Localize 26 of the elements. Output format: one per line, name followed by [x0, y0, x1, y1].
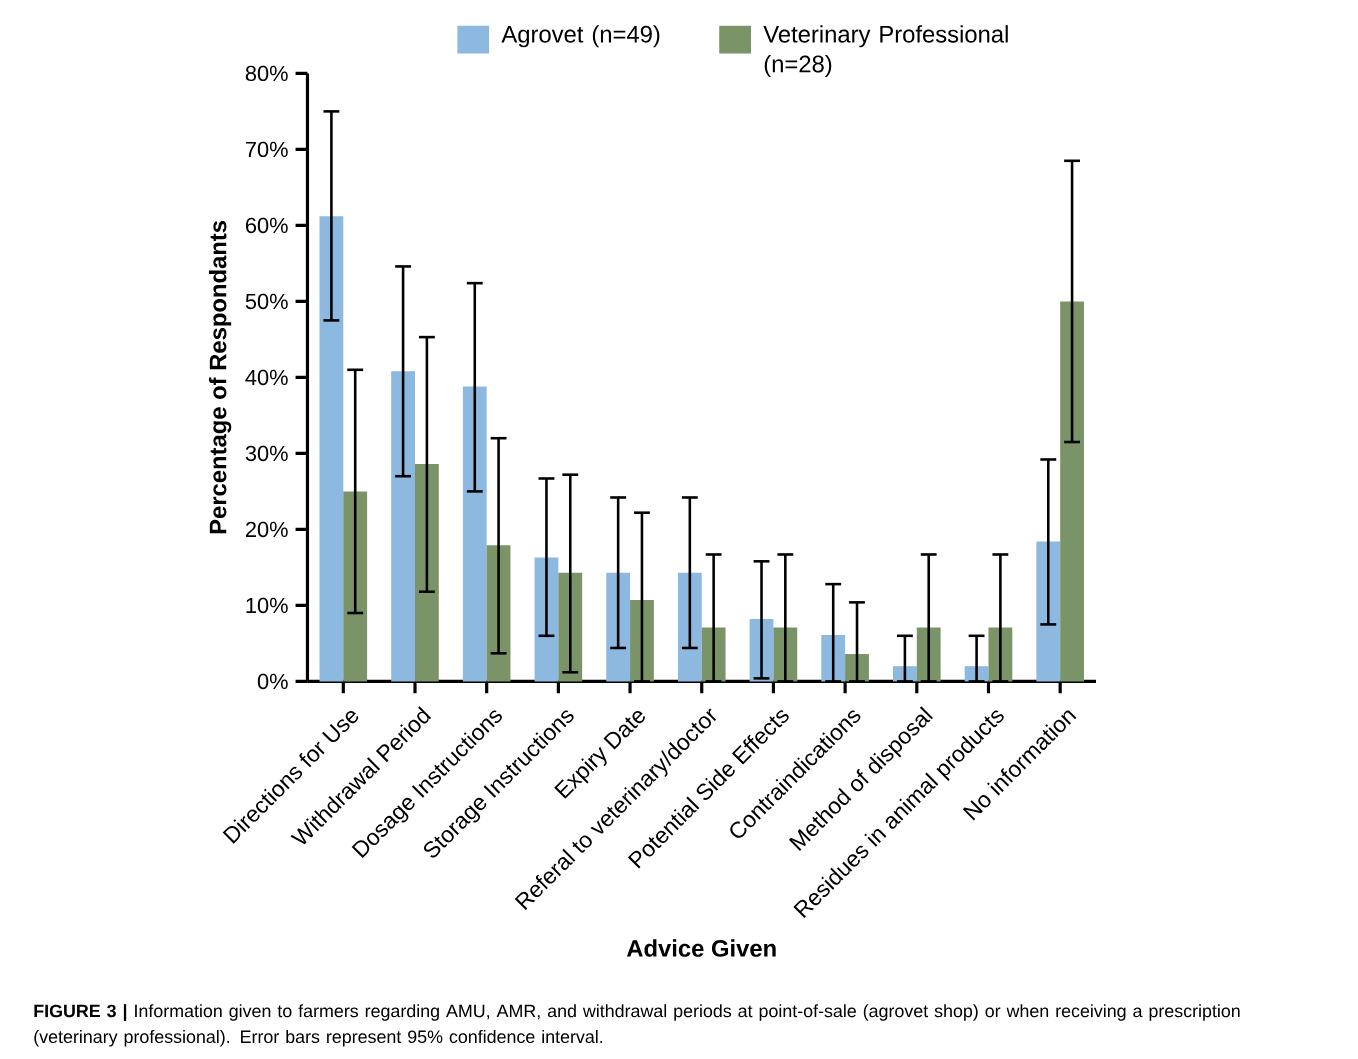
bar	[1036, 541, 1061, 682]
legend-label: Agrovet (n=49)	[501, 25, 660, 48]
x-axis-title: Advice Given	[626, 939, 776, 957]
legend-label: Veterinary Professional (n=28)	[763, 25, 1008, 77]
bar	[534, 557, 559, 682]
y-axis-title: Percentage of Respondants	[208, 220, 232, 534]
bar	[606, 572, 631, 682]
bar	[821, 634, 846, 682]
y-tick-label: 20%	[245, 521, 288, 537]
y-tick-label: 40%	[245, 369, 288, 385]
bar	[415, 463, 439, 682]
bar	[391, 371, 415, 682]
y-tick-label: 70%	[246, 141, 288, 157]
y-tick-label: 60%	[246, 217, 288, 233]
bar	[319, 216, 344, 682]
y-tick-label: 10%	[246, 597, 288, 613]
bar	[630, 599, 654, 682]
y-tick-label: 50%	[245, 293, 288, 309]
text: FIGURE 3 | Information given to farmers regarding AMU, AMR, and withdrawal periods at point-of-sale (agrovet shop) or when receiving a prescription (veterinary professional). Error bars represent 95% confidence interval.	[34, 1004, 1240, 1047]
bar	[343, 491, 368, 682]
y-tick-label: 30%	[245, 445, 288, 461]
bar	[677, 572, 702, 682]
y-tick-label: 80%	[245, 65, 288, 81]
bar	[462, 386, 487, 682]
bar	[1060, 301, 1084, 682]
y-tick-label: 0%	[257, 673, 288, 689]
